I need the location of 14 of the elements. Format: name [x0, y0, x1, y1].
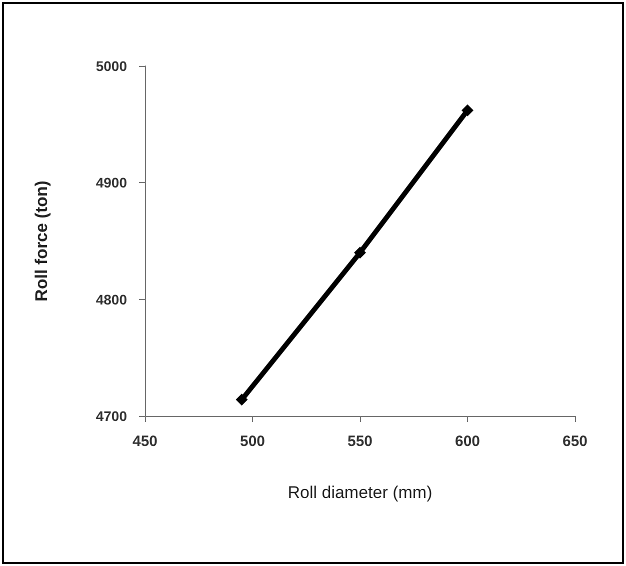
- x-tick-label: 500: [240, 433, 266, 450]
- point: [354, 246, 366, 259]
- x-tick-label: 550: [347, 433, 373, 450]
- y-tick-label: 4800: [96, 291, 128, 308]
- x-axis-title: Roll diameter (mm): [288, 483, 432, 502]
- x-tick-label: 650: [562, 433, 588, 450]
- point: [462, 104, 474, 116]
- x-tick-label: 450: [132, 433, 158, 450]
- y-tick-label: 5000: [96, 58, 128, 74]
- y-axis-title: Roll force (ton): [32, 180, 51, 302]
- point: [236, 394, 248, 406]
- y-tick-label: 4900: [96, 174, 128, 191]
- y-tick-label: 4700: [96, 408, 128, 424]
- x-tick-label: 600: [454, 433, 480, 450]
